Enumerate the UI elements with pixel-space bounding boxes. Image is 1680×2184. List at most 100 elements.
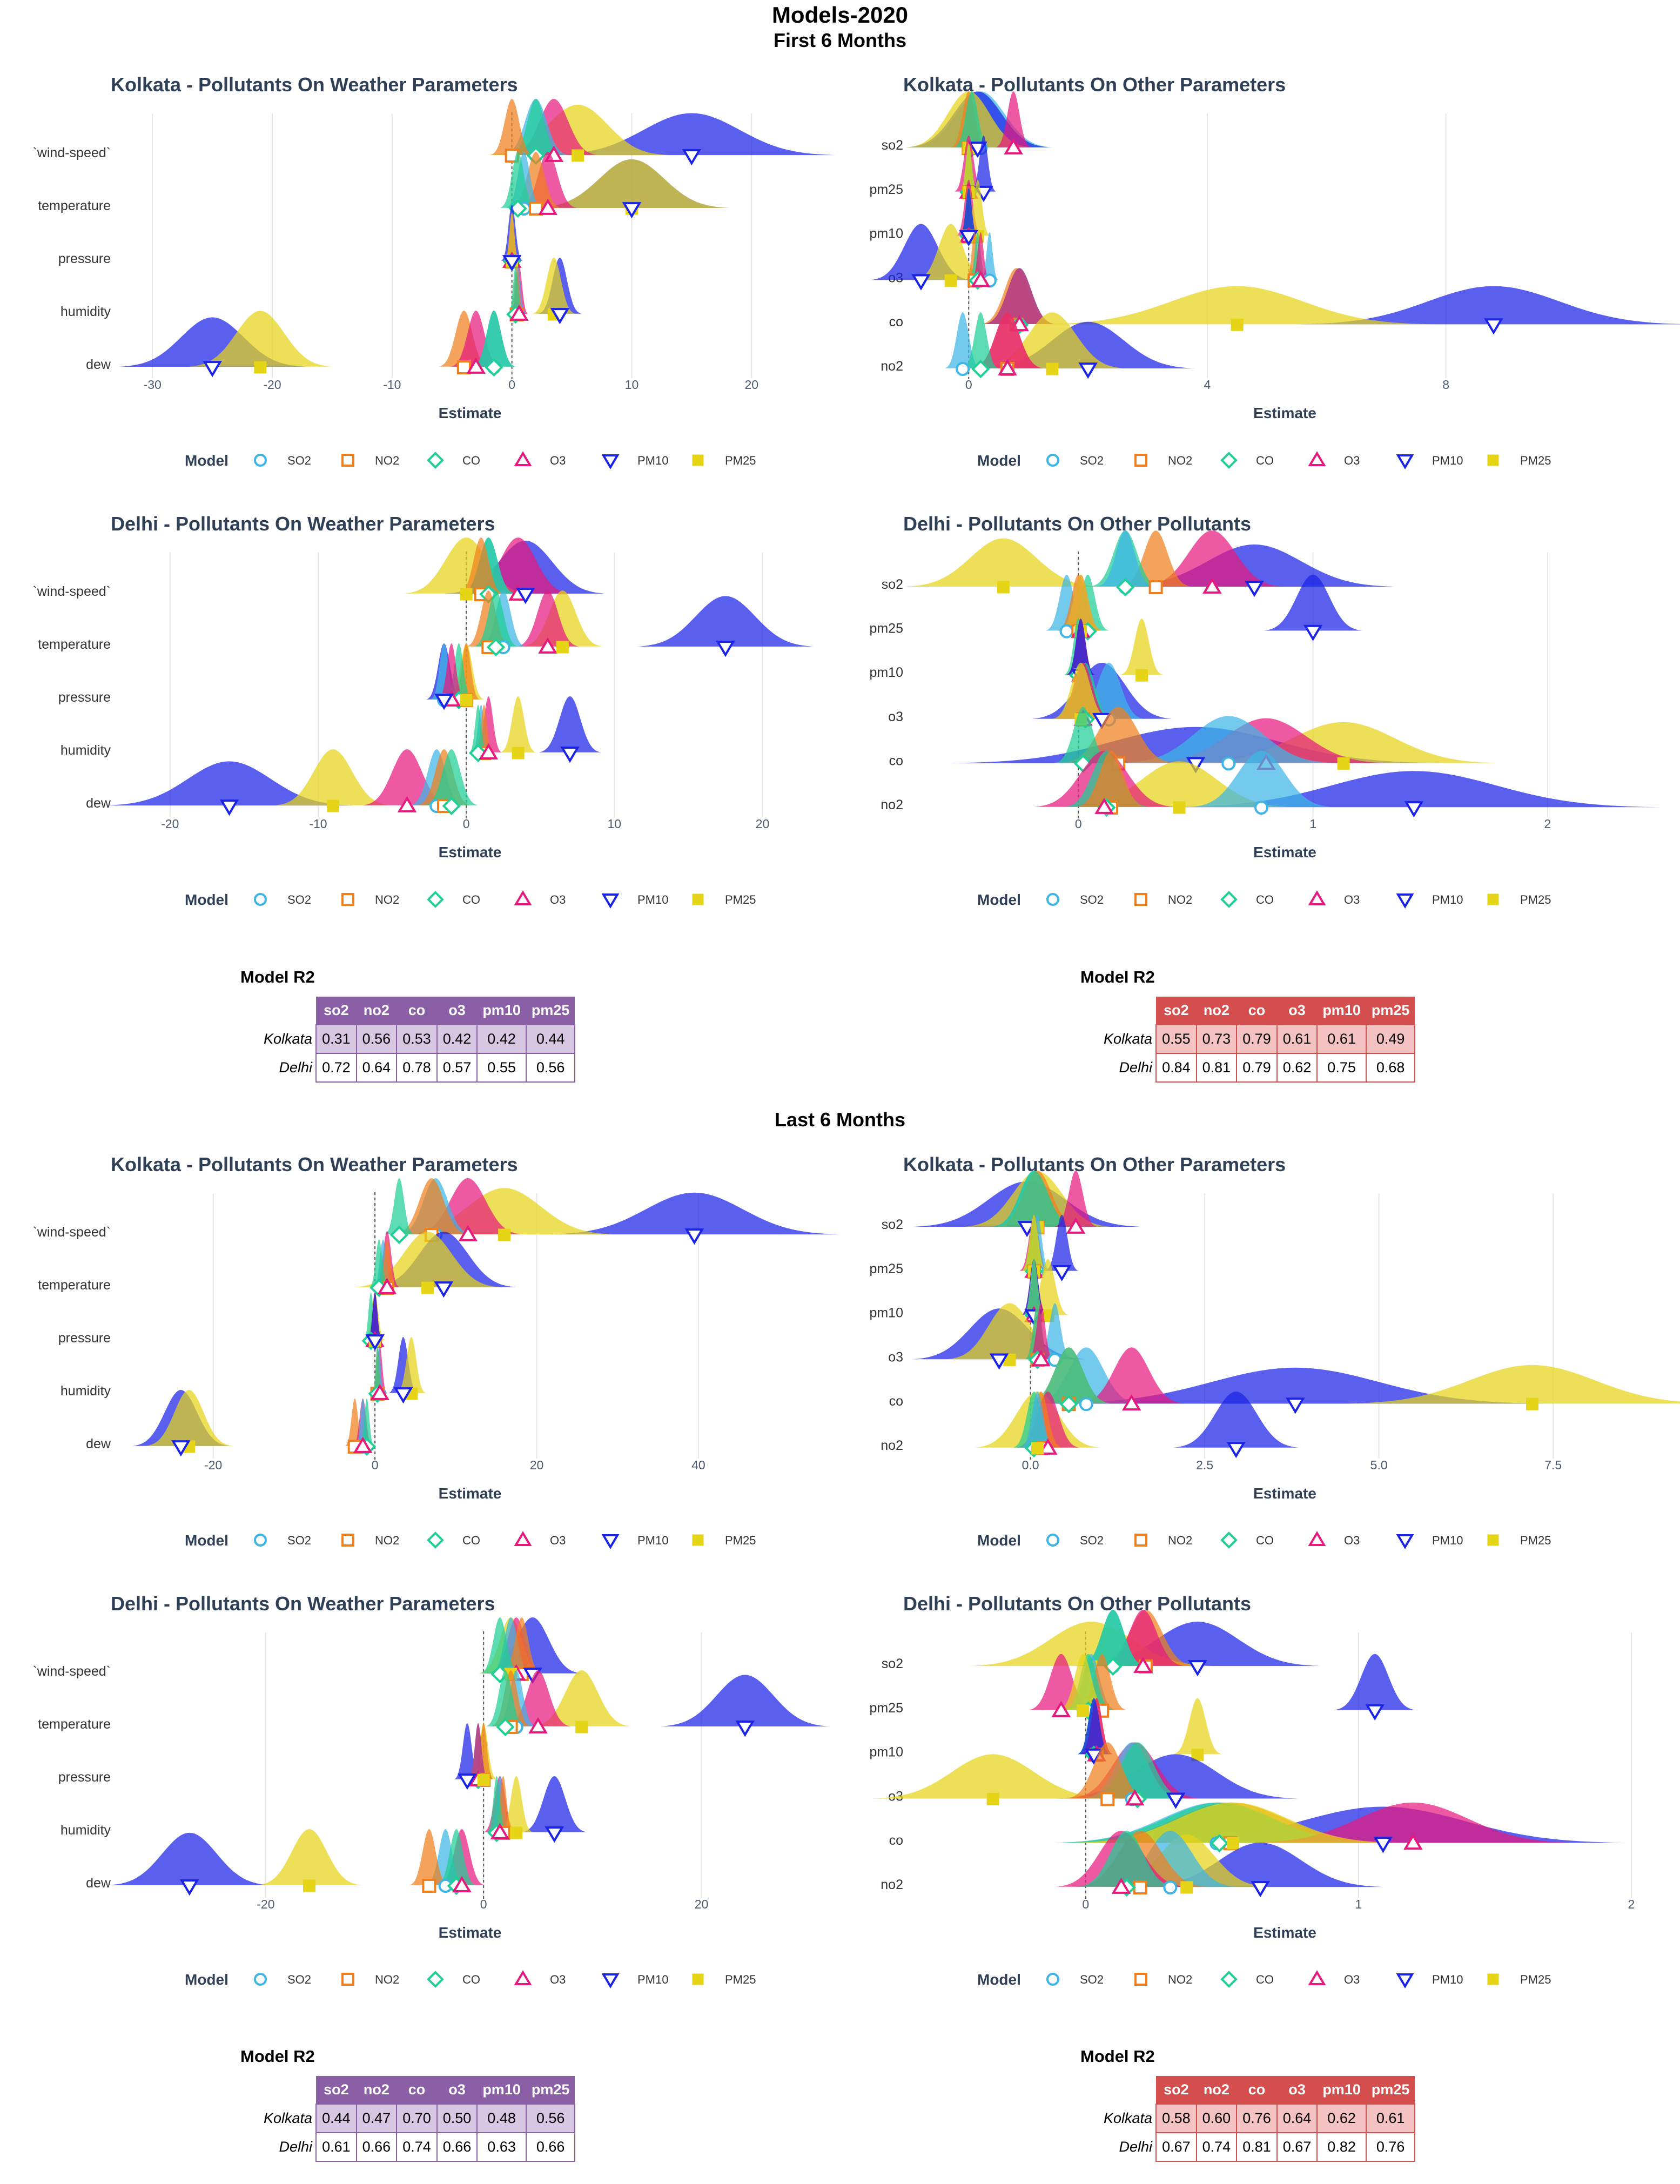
point-o3 (1066, 1217, 1086, 1234)
r2-cell: 0.44 (315, 2104, 357, 2133)
point-co (486, 637, 506, 657)
legend-key-o3 (514, 1970, 532, 1985)
legend-label-so2: SO2 (287, 1973, 311, 1986)
point-pm25 (1031, 1442, 1044, 1455)
panel-title: Delhi - Pollutants On Other Pollutants (903, 1592, 1252, 1615)
y-category-label: no2 (881, 797, 903, 812)
r2-cell: 0.61 (1365, 2104, 1416, 2133)
legend-label-so2: SO2 (287, 893, 311, 906)
legend-title: Model (185, 1971, 229, 1988)
r2-cell: 0.60 (1195, 2104, 1238, 2133)
y-category-label: dew (86, 796, 111, 811)
density-o3 (1141, 530, 1283, 587)
density-pm25 (1344, 1365, 1680, 1404)
x-tick-label: -30 (144, 378, 162, 392)
panel-title: Delhi - Pollutants On Other Pollutants (903, 513, 1252, 535)
point-pm10 (735, 1721, 755, 1737)
x-tick-label: 20 (530, 1458, 544, 1472)
legend-title: Model (977, 1971, 1021, 1988)
point-pm25 (986, 1792, 999, 1805)
legend-label-no2: NO2 (1168, 1973, 1192, 1986)
point-pm10 (1251, 1881, 1270, 1898)
x-axis-label: Estimate (1253, 844, 1316, 861)
x-axis-label: Estimate (439, 405, 502, 421)
point-o3 (509, 304, 529, 321)
point-pm10 (1166, 1792, 1186, 1809)
r2-col-header: so2 (316, 2076, 357, 2104)
point-o3 (1038, 1438, 1058, 1455)
r2-corner (1098, 2076, 1157, 2104)
point-co (1210, 1834, 1229, 1853)
point-pm10 (393, 1387, 413, 1404)
density-co (372, 1345, 382, 1393)
x-tick-label: 0 (508, 378, 515, 392)
r2-cell: 0.63 (476, 2132, 527, 2162)
x-tick-label: 8 (1442, 378, 1449, 392)
point-o3 (452, 1876, 472, 1892)
density-pm25 (397, 1337, 426, 1393)
density-o3 (1054, 1171, 1097, 1227)
legend-label-pm25: PM25 (725, 893, 756, 906)
x-tick-label: 10 (608, 817, 622, 831)
density-pm25 (1040, 286, 1434, 325)
legend-key-pm10 (1396, 1534, 1414, 1549)
y-category-label: temperature (38, 637, 111, 652)
density-pm25 (959, 144, 978, 192)
legend-key-co (427, 1971, 444, 1988)
x-tick-label: 0.0 (1022, 1458, 1039, 1472)
r2-col-header: no2 (356, 2076, 397, 2104)
density-o3 (983, 268, 1056, 324)
density-co (473, 590, 519, 647)
legend-label-pm25: PM25 (1520, 454, 1551, 467)
r2-cell: 0.62 (1276, 1053, 1318, 1083)
x-tick-label: 2 (1544, 817, 1551, 831)
y-category-label: pressure (58, 251, 111, 266)
r2-col-header: pm25 (526, 2076, 575, 2104)
y-category-label: dew (86, 1436, 111, 1451)
point-o3 (370, 1383, 389, 1400)
r2-col-header: so2 (316, 997, 357, 1025)
legend-label-so2: SO2 (1080, 1973, 1104, 1986)
legend-title: Model (185, 452, 229, 469)
legend-label-pm25: PM25 (725, 1973, 756, 1986)
point-o3 (1094, 797, 1114, 814)
density-co (953, 91, 990, 147)
legend-label-no2: NO2 (375, 1534, 399, 1547)
r2-cell: 0.73 (1195, 1024, 1238, 1054)
section-title-last: Last 6 Months (774, 1108, 905, 1131)
legend-key-pm25 (1487, 1973, 1499, 1985)
density-pm25 (1021, 1214, 1047, 1271)
x-tick-label: 0 (1075, 817, 1082, 831)
r2-cell: 0.70 (396, 2104, 438, 2133)
legend-key-pm25 (1487, 1534, 1499, 1546)
y-category-label: `wind-speed` (32, 1664, 111, 1679)
y-category-label: co (889, 314, 903, 330)
point-o3 (490, 1823, 510, 1839)
point-co (496, 1717, 515, 1737)
point-no2 (1100, 1792, 1115, 1806)
panel-title: Delhi - Pollutants On Weather Parameters (111, 1592, 495, 1615)
r2-col-header: co (397, 997, 437, 1025)
x-tick-label: 0 (965, 378, 972, 392)
point-o3 (528, 1717, 548, 1733)
point-no2 (456, 360, 471, 374)
legend-label-pm10: PM10 (637, 1973, 668, 1986)
point-o3 (1202, 577, 1222, 594)
legend-key-pm10 (601, 893, 620, 909)
density-so2 (1123, 716, 1334, 763)
y-category-label: o3 (888, 1349, 903, 1365)
point-so2 (1254, 801, 1269, 815)
legend-label-pm10: PM10 (637, 454, 668, 467)
density-no2 (1076, 751, 1147, 807)
legend-label-so2: SO2 (1080, 893, 1104, 906)
legend-key-o3 (514, 451, 532, 466)
y-category-label: `wind-speed` (32, 584, 111, 599)
r2-table: so2 no2 co o3 pm10 pm25 Kolkata 0.31 0.56 0.53 0.4… (258, 997, 576, 1083)
legend-key-so2 (1046, 1973, 1059, 1986)
r2-cell: 0.79 (1236, 1024, 1278, 1054)
density-pm25 (915, 224, 987, 280)
y-category-label: pressure (58, 1330, 111, 1346)
density-pm10 (1066, 619, 1095, 675)
x-tick-label: 40 (691, 1458, 705, 1472)
r2-col-header: pm10 (477, 2076, 526, 2104)
